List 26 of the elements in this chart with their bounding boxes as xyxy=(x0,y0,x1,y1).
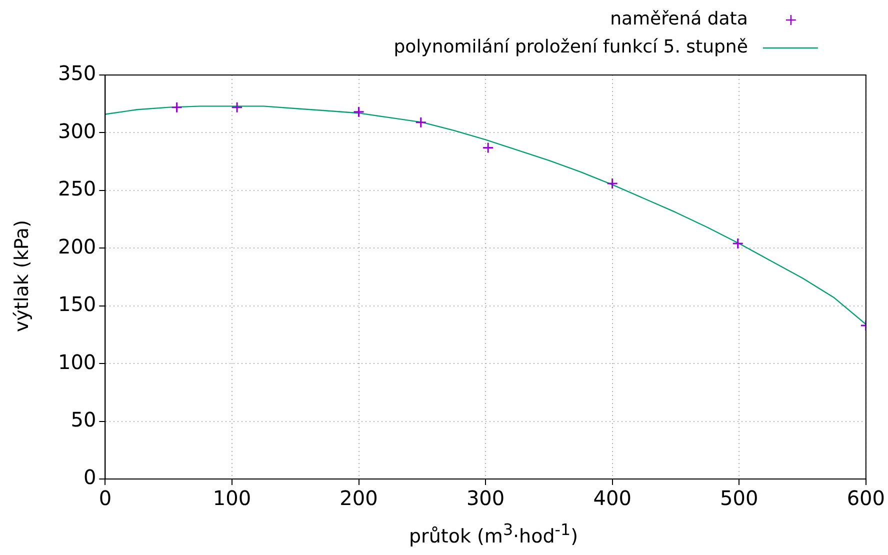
x-tick-label: 300 xyxy=(466,486,505,510)
point xyxy=(606,178,618,190)
x-tick-label: 0 xyxy=(98,486,112,510)
y-tick-label: 100 xyxy=(58,350,96,374)
point xyxy=(353,106,365,118)
legend-label: polynomilání proložení funkcí 5. stupně xyxy=(394,36,748,58)
x-tick-label: 100 xyxy=(212,486,252,510)
point xyxy=(415,116,427,128)
x-tick-label: 200 xyxy=(340,486,378,510)
y-tick-label: 300 xyxy=(58,118,96,143)
legend-label: naměřená data xyxy=(610,8,748,30)
point xyxy=(732,238,744,250)
y-tick-label: 150 xyxy=(58,292,96,316)
y-axis-title: výtlak (kPa) xyxy=(11,220,33,332)
x-axis-title: průtok (m$^{3}$·hod$^{-1}$) xyxy=(408,520,580,548)
point xyxy=(231,102,243,114)
y-tick-label: 50 xyxy=(70,407,96,432)
x-tick-label: 600 xyxy=(846,486,886,510)
point xyxy=(171,102,183,114)
y-tick-label: 350 xyxy=(58,61,96,86)
y-tick-label: 200 xyxy=(58,234,96,258)
y-tick-label: 0 xyxy=(83,465,96,490)
point xyxy=(482,142,494,154)
y-tick-label: 250 xyxy=(58,176,96,201)
x-tick-label: 500 xyxy=(720,486,758,510)
x-tick-label: 400 xyxy=(593,486,632,510)
